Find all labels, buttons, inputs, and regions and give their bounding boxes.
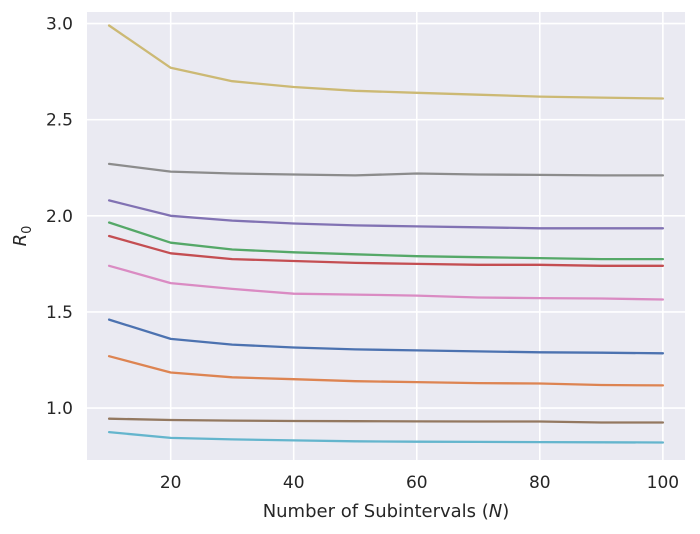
series-purple bbox=[107, 199, 665, 230]
y-tick-label: 2.5 bbox=[46, 111, 73, 131]
series-green bbox=[107, 221, 665, 261]
y-tick-label: 1.0 bbox=[46, 399, 73, 419]
y-axis-ticks: 1.0 1.5 2.0 2.5 3.0 bbox=[46, 15, 73, 420]
series-pink bbox=[107, 264, 665, 301]
series-gray bbox=[107, 162, 665, 177]
x-tick-label: 100 bbox=[647, 473, 679, 493]
x-axis-ticks: 20 40 60 80 100 bbox=[160, 473, 679, 493]
series-blue bbox=[107, 318, 665, 355]
x-tick-label: 80 bbox=[529, 473, 551, 493]
series-lines bbox=[107, 24, 665, 444]
y-tick-label: 1.5 bbox=[46, 303, 73, 323]
x-tick-label: 20 bbox=[160, 473, 182, 493]
series-cyan bbox=[107, 430, 665, 444]
series-yellow bbox=[107, 24, 665, 100]
y-tick-label: 2.0 bbox=[46, 207, 73, 227]
x-tick-label: 40 bbox=[283, 473, 305, 493]
y-tick-label: 3.0 bbox=[46, 15, 73, 35]
x-axis-label: Number of Subintervals (N) bbox=[263, 501, 510, 522]
y-axis-label: R0 bbox=[10, 226, 35, 247]
series-brown bbox=[107, 417, 665, 424]
x-tick-label: 60 bbox=[406, 473, 428, 493]
series-red bbox=[107, 234, 665, 267]
plot-background bbox=[87, 12, 685, 460]
series-orange bbox=[107, 355, 665, 387]
